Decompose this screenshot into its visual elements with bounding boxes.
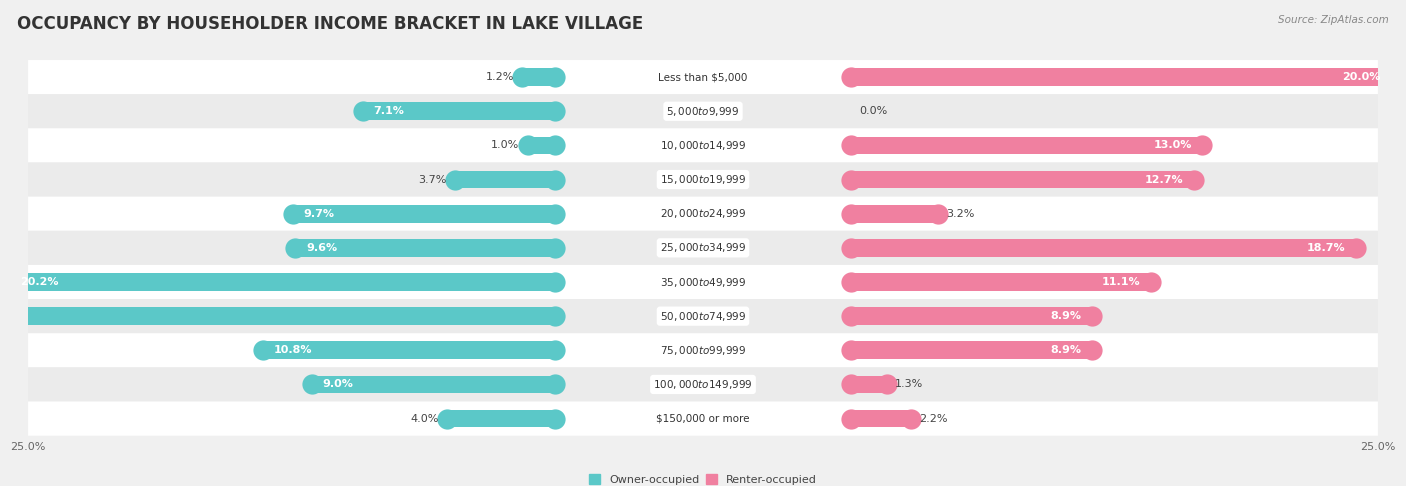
- Text: 1.0%: 1.0%: [491, 140, 519, 150]
- Text: 7.1%: 7.1%: [374, 106, 405, 116]
- Bar: [852, 342, 1091, 359]
- Bar: [852, 68, 1392, 86]
- FancyBboxPatch shape: [28, 265, 1378, 299]
- Bar: [10, 273, 554, 291]
- Text: 10.8%: 10.8%: [274, 346, 312, 355]
- Text: 1.3%: 1.3%: [894, 380, 922, 389]
- Bar: [522, 68, 554, 86]
- Text: 3.7%: 3.7%: [418, 174, 447, 185]
- Bar: [852, 307, 1091, 325]
- Legend: Owner-occupied, Renter-occupied: Owner-occupied, Renter-occupied: [589, 474, 817, 485]
- Text: $15,000 to $19,999: $15,000 to $19,999: [659, 173, 747, 186]
- Bar: [852, 239, 1357, 257]
- Text: 2.2%: 2.2%: [920, 414, 948, 424]
- Text: 8.9%: 8.9%: [1050, 311, 1081, 321]
- FancyBboxPatch shape: [28, 401, 1378, 435]
- Bar: [312, 376, 554, 393]
- Text: 20.2%: 20.2%: [20, 277, 59, 287]
- Text: 20.0%: 20.0%: [1343, 72, 1381, 82]
- Text: 11.1%: 11.1%: [1102, 277, 1140, 287]
- Bar: [852, 376, 887, 393]
- Text: $10,000 to $14,999: $10,000 to $14,999: [659, 139, 747, 152]
- Bar: [852, 205, 938, 223]
- FancyBboxPatch shape: [28, 60, 1378, 94]
- Text: $35,000 to $49,999: $35,000 to $49,999: [659, 276, 747, 289]
- Bar: [852, 171, 1194, 189]
- Text: 18.7%: 18.7%: [1306, 243, 1346, 253]
- Text: 3.2%: 3.2%: [946, 208, 974, 219]
- Text: OCCUPANCY BY HOUSEHOLDER INCOME BRACKET IN LAKE VILLAGE: OCCUPANCY BY HOUSEHOLDER INCOME BRACKET …: [17, 15, 643, 33]
- Bar: [447, 410, 554, 428]
- Text: 9.0%: 9.0%: [322, 380, 353, 389]
- Bar: [852, 273, 1152, 291]
- Text: $75,000 to $99,999: $75,000 to $99,999: [659, 344, 747, 357]
- Text: $150,000 or more: $150,000 or more: [657, 414, 749, 424]
- Text: $50,000 to $74,999: $50,000 to $74,999: [659, 310, 747, 323]
- Text: 13.0%: 13.0%: [1153, 140, 1192, 150]
- Text: $20,000 to $24,999: $20,000 to $24,999: [659, 207, 747, 220]
- Text: 1.2%: 1.2%: [485, 72, 515, 82]
- Bar: [263, 342, 554, 359]
- FancyBboxPatch shape: [28, 367, 1378, 401]
- Bar: [527, 137, 554, 154]
- FancyBboxPatch shape: [28, 197, 1378, 231]
- Text: $100,000 to $149,999: $100,000 to $149,999: [654, 378, 752, 391]
- Text: Less than $5,000: Less than $5,000: [658, 72, 748, 82]
- FancyBboxPatch shape: [28, 299, 1378, 333]
- Text: 4.0%: 4.0%: [411, 414, 439, 424]
- Text: 9.7%: 9.7%: [304, 208, 335, 219]
- Text: 12.7%: 12.7%: [1144, 174, 1184, 185]
- Bar: [292, 205, 554, 223]
- FancyBboxPatch shape: [28, 333, 1378, 367]
- Text: $5,000 to $9,999: $5,000 to $9,999: [666, 105, 740, 118]
- Bar: [454, 171, 554, 189]
- Bar: [852, 410, 911, 428]
- Text: 0.0%: 0.0%: [859, 106, 887, 116]
- Bar: [295, 239, 554, 257]
- Text: 8.9%: 8.9%: [1050, 346, 1081, 355]
- Bar: [852, 137, 1202, 154]
- Text: Source: ZipAtlas.com: Source: ZipAtlas.com: [1278, 15, 1389, 25]
- FancyBboxPatch shape: [28, 94, 1378, 128]
- Bar: [363, 103, 554, 120]
- FancyBboxPatch shape: [28, 162, 1378, 197]
- Bar: [0, 307, 554, 325]
- FancyBboxPatch shape: [28, 231, 1378, 265]
- Text: 9.6%: 9.6%: [307, 243, 337, 253]
- Text: $25,000 to $34,999: $25,000 to $34,999: [659, 242, 747, 254]
- FancyBboxPatch shape: [28, 128, 1378, 162]
